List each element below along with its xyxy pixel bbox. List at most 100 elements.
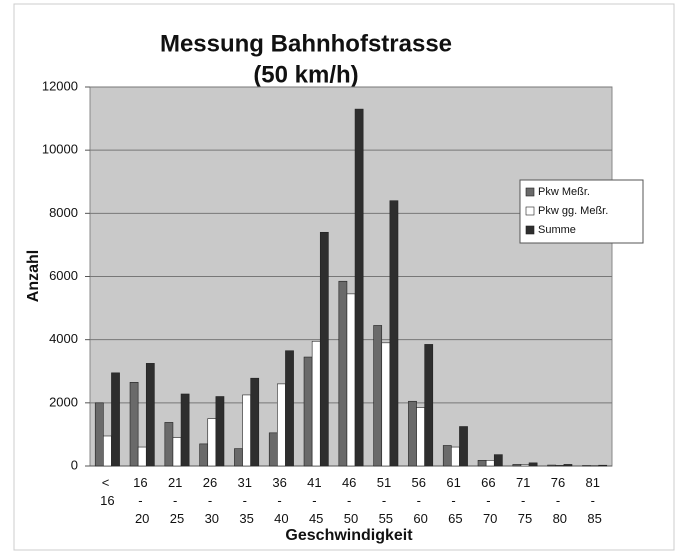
x-tick-label-line: -: [521, 493, 529, 508]
x-tick-label-line: 81: [586, 475, 604, 490]
bar: [381, 342, 391, 467]
bar: [215, 396, 225, 467]
x-tick-label-line: -: [243, 493, 251, 508]
bar: [477, 460, 487, 467]
bar: [520, 464, 530, 467]
bar: [442, 445, 452, 467]
x-tick-label-line: -: [138, 493, 146, 508]
x-tick-label: 51 - 55: [377, 475, 395, 526]
x-tick-label: 46 - 50: [342, 475, 360, 526]
bar: [303, 356, 313, 467]
x-tick-label: 41 - 45: [307, 475, 325, 526]
bar: [111, 372, 120, 467]
x-tick-label-line: 50: [344, 511, 358, 526]
x-tick-label-line: -: [312, 493, 320, 508]
x-tick-label-line: 46: [342, 475, 360, 490]
bar: [555, 465, 565, 467]
bar: [338, 280, 348, 467]
bar: [416, 407, 425, 467]
x-tick-label-line: 76: [551, 475, 569, 490]
bar: [242, 394, 251, 467]
legend-swatch: [525, 206, 535, 216]
legend-label: Pkw Meßr.: [538, 186, 590, 198]
x-tick-label-line: 35: [239, 511, 253, 526]
bar: [563, 464, 573, 467]
x-tick-label-line: -: [486, 493, 494, 508]
y-tick-label: 4000: [49, 331, 78, 346]
x-tick-label: 66 - 70: [481, 475, 499, 526]
bar: [180, 393, 190, 467]
x-axis-title: Geschwindigkeit: [285, 527, 413, 544]
bar: [319, 231, 329, 467]
x-tick-label-line: 71: [516, 475, 534, 490]
x-tick-label: 81 - 85: [586, 475, 604, 526]
x-tick-label-line: 41: [307, 475, 325, 490]
bar: [164, 422, 174, 467]
x-tick-label-line: 56: [412, 475, 430, 490]
x-tick-label-line: 60: [413, 511, 427, 526]
bar: [94, 402, 104, 467]
y-tick-label: 10000: [42, 142, 78, 157]
x-tick-label-line: 85: [587, 511, 601, 526]
x-tick-label-line: 70: [483, 511, 497, 526]
x-tick-label-line: -: [347, 493, 355, 508]
bar: [547, 464, 557, 467]
x-tick-label: 36 - 40: [272, 475, 290, 526]
x-tick-label-line: 65: [448, 511, 462, 526]
x-tick-label: 16 - 20: [133, 475, 151, 526]
x-tick-label-line: -: [591, 493, 599, 508]
legend-swatch: [525, 225, 535, 235]
bar: [459, 426, 468, 467]
bar: [493, 454, 503, 467]
y-tick-label: 6000: [49, 268, 78, 283]
x-tick-label-line: 21: [168, 475, 186, 490]
x-tick-label-line: 45: [309, 511, 323, 526]
bar: [199, 443, 209, 467]
x-tick-label-line: 16: [100, 493, 114, 508]
y-tick-label: 2000: [49, 394, 78, 409]
legend-box: [519, 179, 644, 244]
bar: [285, 350, 294, 467]
x-tick-label-line: 75: [518, 511, 532, 526]
bar: [451, 446, 460, 467]
bar: [277, 383, 286, 467]
x-tick-label-line: -: [208, 493, 216, 508]
x-tick-label-line: 16: [133, 475, 151, 490]
bar: [528, 462, 538, 467]
x-tick-label: 21 - 25: [168, 475, 186, 526]
x-tick-label-line: 40: [274, 511, 288, 526]
bar: [373, 325, 383, 467]
bar: [598, 464, 608, 467]
x-tick-label: 31 - 35: [238, 475, 256, 526]
y-axis-title: Anzahl: [25, 250, 42, 302]
y-tick-label: 0: [71, 457, 78, 472]
x-tick-label-line: 61: [446, 475, 464, 490]
y-tick-label: 12000: [42, 78, 78, 93]
x-tick-label-line: 26: [203, 475, 221, 490]
x-tick-label-line: -: [173, 493, 181, 508]
x-tick-label-line: 51: [377, 475, 395, 490]
x-tick-label-line: 30: [205, 511, 219, 526]
bar: [311, 340, 321, 467]
x-tick-label-line: -: [277, 493, 285, 508]
x-tick-label-line: 80: [553, 511, 567, 526]
x-tick-label-line: 36: [272, 475, 290, 490]
x-tick-label-line: -: [451, 493, 459, 508]
x-tick-label-line: <: [102, 475, 113, 490]
x-tick-label-line: -: [417, 493, 425, 508]
bar: [207, 418, 217, 467]
x-tick-label-line: 20: [135, 511, 149, 526]
chart-subtitle: (50 km/h): [253, 61, 358, 88]
x-tick-label: 61 - 65: [446, 475, 464, 526]
bar: [137, 446, 147, 467]
x-tick-label-line: -: [382, 493, 390, 508]
bar: [250, 377, 260, 467]
bar: [145, 363, 155, 467]
legend-label: Pkw gg. Meßr.: [538, 205, 608, 217]
x-tick-label: 71 - 75: [516, 475, 534, 526]
bar: [485, 460, 495, 467]
legend-swatch: [525, 187, 535, 197]
bar: [424, 344, 434, 467]
x-tick-label-line: 55: [379, 511, 393, 526]
